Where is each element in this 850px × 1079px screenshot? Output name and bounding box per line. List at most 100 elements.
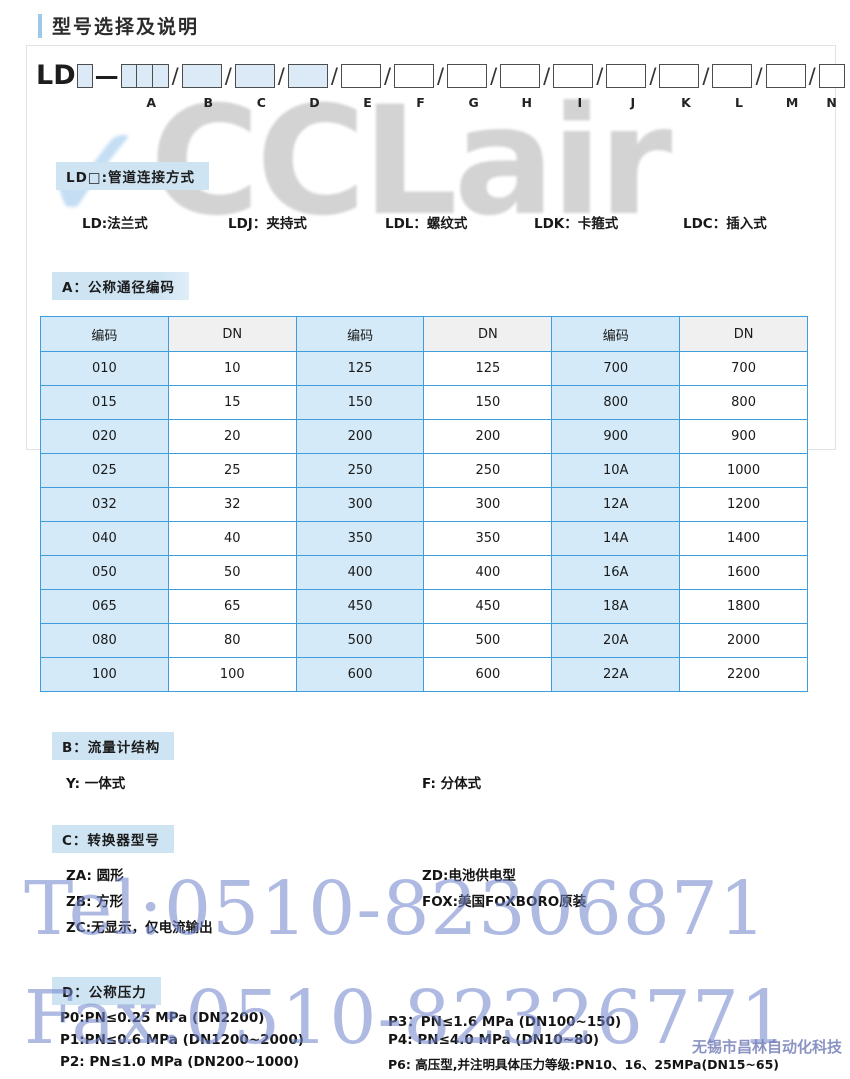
converter-option-za: ZA: 圆形 (66, 868, 124, 884)
code-slot-j: / J (606, 62, 659, 110)
cell: 450 (423, 589, 553, 624)
table-row: 050 50 400 400 16A 1600 (40, 555, 808, 590)
code-letter-c: C (256, 95, 266, 110)
cell: 900 (679, 419, 808, 454)
code-box-d[interactable] (287, 64, 328, 88)
cell: 125 (295, 351, 425, 386)
section-tag-converter: C：转换器型号 (52, 825, 174, 853)
cell: 25 (167, 453, 297, 488)
dn-table-body: 010 10 125 125 700 700 015 15 150 150 80… (40, 351, 808, 692)
cell: 025 (40, 453, 169, 488)
connection-option-ldl: LDL：螺纹式 (385, 216, 468, 232)
code-slash: / (543, 64, 551, 88)
cell: 500 (423, 623, 553, 658)
code-slash: / (596, 64, 604, 88)
title-accent-bar (38, 13, 42, 38)
cell: 100 (167, 657, 297, 692)
code-slot-c: / C (234, 62, 288, 110)
code-slash: / (490, 64, 498, 88)
cell: 350 (295, 521, 425, 556)
code-slot-b: / B (181, 62, 235, 110)
code-box-j[interactable] (606, 64, 647, 88)
code-slot-l: / L (712, 62, 765, 110)
code-slot-e: / E (340, 62, 394, 110)
table-row: 020 20 200 200 900 900 (40, 419, 808, 454)
code-box-f[interactable] (394, 64, 435, 88)
converter-option-fox: FOX:美国FOXBORO原装 (422, 894, 587, 910)
connection-option-ldk: LDK：卡箍式 (534, 216, 619, 232)
cell: 125 (423, 351, 553, 386)
code-box-i[interactable] (553, 64, 594, 88)
cell: 1400 (679, 521, 808, 556)
cell: 300 (423, 487, 553, 522)
code-slot-n: N (818, 62, 845, 110)
code-dash: — (94, 62, 119, 90)
code-slot-h: / H (500, 62, 553, 110)
code-box-e[interactable] (340, 64, 381, 88)
cell: 22A (551, 657, 681, 692)
connection-option-ldc: LDC：插入式 (683, 216, 767, 232)
code-box-b[interactable] (181, 64, 222, 88)
converter-option-zb: ZB: 方形 (66, 894, 124, 910)
cell: 300 (295, 487, 425, 522)
section-tag-structure: B：流量计结构 (52, 732, 175, 760)
code-box-l[interactable] (712, 64, 753, 88)
cell: 500 (295, 623, 425, 658)
code-box-prefix[interactable] (76, 64, 93, 88)
cell: 18A (551, 589, 681, 624)
code-letter-a: A (146, 95, 156, 110)
pressure-option-p1: P1:PN≤0.6 MPa (DN1200~2000) (60, 1032, 304, 1048)
code-letter-b: B (203, 95, 213, 110)
code-letter-i: I (577, 95, 583, 110)
code-letter-l: L (735, 95, 743, 110)
code-slot-i: / I (553, 62, 606, 110)
col-header-code-2: 编码 (295, 316, 425, 352)
code-box-k[interactable] (659, 64, 700, 88)
cell: 050 (40, 555, 169, 590)
code-slot-g: / G (447, 62, 500, 110)
cell: 150 (295, 385, 425, 420)
code-box-c[interactable] (234, 64, 275, 88)
table-row: 010 10 125 125 700 700 (40, 351, 808, 386)
cell: 1600 (679, 555, 808, 590)
code-box-m[interactable] (765, 64, 806, 88)
cell: 1800 (679, 589, 808, 624)
table-row: 032 32 300 300 12A 1200 (40, 487, 808, 522)
section-tag-diameter: A：公称通径编码 (52, 272, 189, 300)
code-slash: / (277, 64, 285, 88)
code-slot-a: / A (120, 62, 182, 110)
pressure-option-p3: P3：PN≤1.6 MPa (DN100~150) (388, 1014, 622, 1030)
cell: 250 (423, 453, 553, 488)
watermark-tel: Tel:0510-82306871 (24, 866, 767, 952)
cell: 20 (167, 419, 297, 454)
col-header-dn-3: DN (679, 316, 808, 352)
code-box-h[interactable] (500, 64, 541, 88)
code-box-n[interactable] (818, 64, 845, 88)
code-letter-d: D (309, 95, 320, 110)
code-box-a[interactable] (120, 64, 169, 88)
code-letter-n: N (826, 95, 837, 110)
cell: 400 (295, 555, 425, 590)
code-slash: / (649, 64, 657, 88)
cell: 2000 (679, 623, 808, 658)
cell: 1000 (679, 453, 808, 488)
cell: 015 (40, 385, 169, 420)
cell: 400 (423, 555, 553, 590)
section-tag-connection: LD□:管道连接方式 (56, 162, 209, 190)
page-title: 型号选择及说明 (38, 12, 199, 39)
code-slash: / (383, 64, 392, 88)
code-letter-e: E (363, 95, 372, 110)
code-letter-m: M (785, 95, 799, 110)
code-letter-h: H (521, 95, 532, 110)
cell: 100 (40, 657, 169, 692)
cell: 800 (551, 385, 681, 420)
cell: 600 (423, 657, 553, 692)
table-row: 065 65 450 450 18A 1800 (40, 589, 808, 624)
cell: 2200 (679, 657, 808, 692)
cell: 200 (423, 419, 553, 454)
cell: 065 (40, 589, 169, 624)
structure-option-f: F: 分体式 (422, 776, 482, 792)
code-box-g[interactable] (447, 64, 488, 88)
code-slash: / (702, 64, 710, 88)
